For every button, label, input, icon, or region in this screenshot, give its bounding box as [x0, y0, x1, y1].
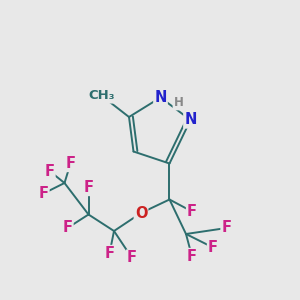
Text: F: F	[44, 164, 55, 178]
Text: F: F	[221, 220, 232, 236]
Text: F: F	[65, 156, 76, 171]
Text: F: F	[127, 250, 137, 266]
Text: F: F	[187, 249, 197, 264]
Text: F: F	[83, 180, 94, 195]
Text: O: O	[135, 206, 147, 220]
Text: F: F	[38, 186, 49, 201]
Text: CH₃: CH₃	[89, 89, 115, 103]
Text: F: F	[104, 246, 115, 261]
Text: F: F	[187, 204, 197, 219]
Text: F: F	[62, 220, 73, 236]
Text: N: N	[154, 90, 167, 105]
Text: H: H	[174, 96, 183, 110]
Text: N: N	[184, 112, 197, 128]
Text: F: F	[208, 240, 218, 255]
